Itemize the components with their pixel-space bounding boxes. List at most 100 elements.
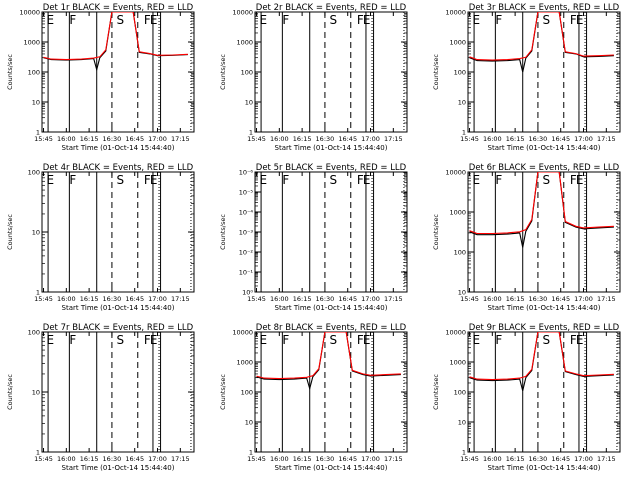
event-marker-f: F [495,13,502,27]
x-tick-label: 17:15 [171,455,190,463]
x-tick-label: 16:15 [80,135,99,143]
y-tick-label: 1000 [449,39,466,47]
event-marker-e: E [576,333,584,347]
x-tick-label: 17:15 [384,455,403,463]
y-tick-label: 1000 [236,39,253,47]
x-tick-label: 17:00 [361,295,380,303]
x-tick-label: 16:45 [125,455,144,463]
event-marker-f: F [144,333,151,347]
y-axis-label: Counts/sec [219,214,227,250]
x-tick-label: 16:00 [57,455,76,463]
y-tick-label: 10000 [232,329,253,337]
x-tick-label: 17:15 [597,295,616,303]
chart-title: Det 8r BLACK = Events, RED = LLD [256,323,407,333]
x-tick-label: 16:15 [293,455,312,463]
event-marker-e: E [150,13,158,27]
x-tick-label: 16:45 [338,455,357,463]
event-marker-e: E [47,13,55,27]
event-marker-e: E [260,13,268,27]
event-marker-s: S [116,13,124,27]
y-axis-label: Counts/sec [432,374,440,410]
x-tick-label: 16:30 [529,295,548,303]
lld-series-line [469,12,614,61]
plot-frame [467,171,621,293]
event-marker-f: F [282,173,289,187]
y-tick-label: 10⁻⁴ [239,209,254,217]
x-tick-label: 15:45 [34,295,53,303]
y-axis-label: Counts/sec [219,54,227,90]
y-tick-label: 10⁻³ [239,229,254,237]
y-tick-label: 1000 [449,209,466,217]
x-tick-label: 16:00 [57,295,76,303]
x-tick-label: 17:00 [148,455,167,463]
chart-title: Det 2r BLACK = Events, RED = LLD [256,3,407,13]
x-tick-label: 16:00 [483,135,502,143]
lld-series-line [256,332,401,380]
event-marker-f: F [357,13,364,27]
x-tick-label: 16:30 [103,295,122,303]
event-marker-e: E [363,333,371,347]
event-marker-s: S [329,13,337,27]
y-tick-label: 10000 [445,329,466,337]
event-marker-e: E [47,333,55,347]
events-series-line [469,332,614,391]
event-marker-s: S [329,173,337,187]
y-tick-label: 100 [28,329,40,337]
event-marker-f: F [69,13,76,27]
chart-panel-5: Det 5r BLACK = Events, RED = LLD Counts/s… [219,163,408,312]
plot-frame [254,11,408,133]
event-marker-s: S [542,13,550,27]
x-tick-label: 16:45 [551,455,570,463]
y-tick-label: 10 [245,99,253,107]
x-tick-label: 16:15 [506,135,525,143]
x-tick-label: 16:00 [483,295,502,303]
x-tick-label: 17:15 [171,295,190,303]
y-tick-label: 1000 [23,39,40,47]
y-tick-label: 1 [36,129,40,137]
x-tick-label: 16:30 [103,455,122,463]
x-tick-label: 16:30 [103,135,122,143]
event-marker-f: F [357,173,364,187]
x-tick-label: 16:15 [506,295,525,303]
x-tick-label: 16:15 [80,295,99,303]
y-tick-label: 100 [28,169,40,177]
y-tick-label: 10 [458,99,466,107]
y-tick-label: 10⁻¹ [239,269,254,277]
event-marker-e: E [363,13,371,27]
event-marker-e: E [576,173,584,187]
x-tick-label: 16:00 [483,455,502,463]
event-marker-s: S [329,333,337,347]
x-tick-label: 16:00 [270,455,289,463]
event-marker-s: S [542,333,550,347]
plot-frame [467,331,621,453]
x-tick-label: 16:45 [551,135,570,143]
x-tick-label: 15:45 [460,135,479,143]
x-tick-label: 15:45 [34,135,53,143]
chart-panel-4: Det 4r BLACK = Events, RED = LLD Counts/s… [6,163,195,312]
x-tick-label: 15:45 [247,295,266,303]
event-marker-e: E [473,173,481,187]
x-tick-label: 15:45 [34,455,53,463]
x-tick-label: 17:00 [361,455,380,463]
y-tick-label: 10 [32,99,40,107]
x-tick-label: 16:45 [125,295,144,303]
y-tick-label: 10⁻⁶ [239,169,254,177]
y-tick-label: 100 [454,69,466,77]
x-tick-label: 16:30 [529,135,548,143]
x-tick-label: 17:15 [597,135,616,143]
x-tick-label: 17:00 [148,135,167,143]
y-tick-label: 1000 [236,359,253,367]
y-tick-label: 1 [249,129,253,137]
plot-frame [254,331,408,453]
plot-frame [254,171,408,293]
y-tick-label: 10000 [232,9,253,17]
event-marker-s: S [542,173,550,187]
event-marker-f: F [282,13,289,27]
event-marker-e: E [576,13,584,27]
x-tick-label: 16:45 [338,295,357,303]
x-tick-label: 17:00 [574,455,593,463]
event-marker-f: F [282,333,289,347]
event-marker-f: F [357,333,364,347]
x-tick-label: 17:00 [574,295,593,303]
